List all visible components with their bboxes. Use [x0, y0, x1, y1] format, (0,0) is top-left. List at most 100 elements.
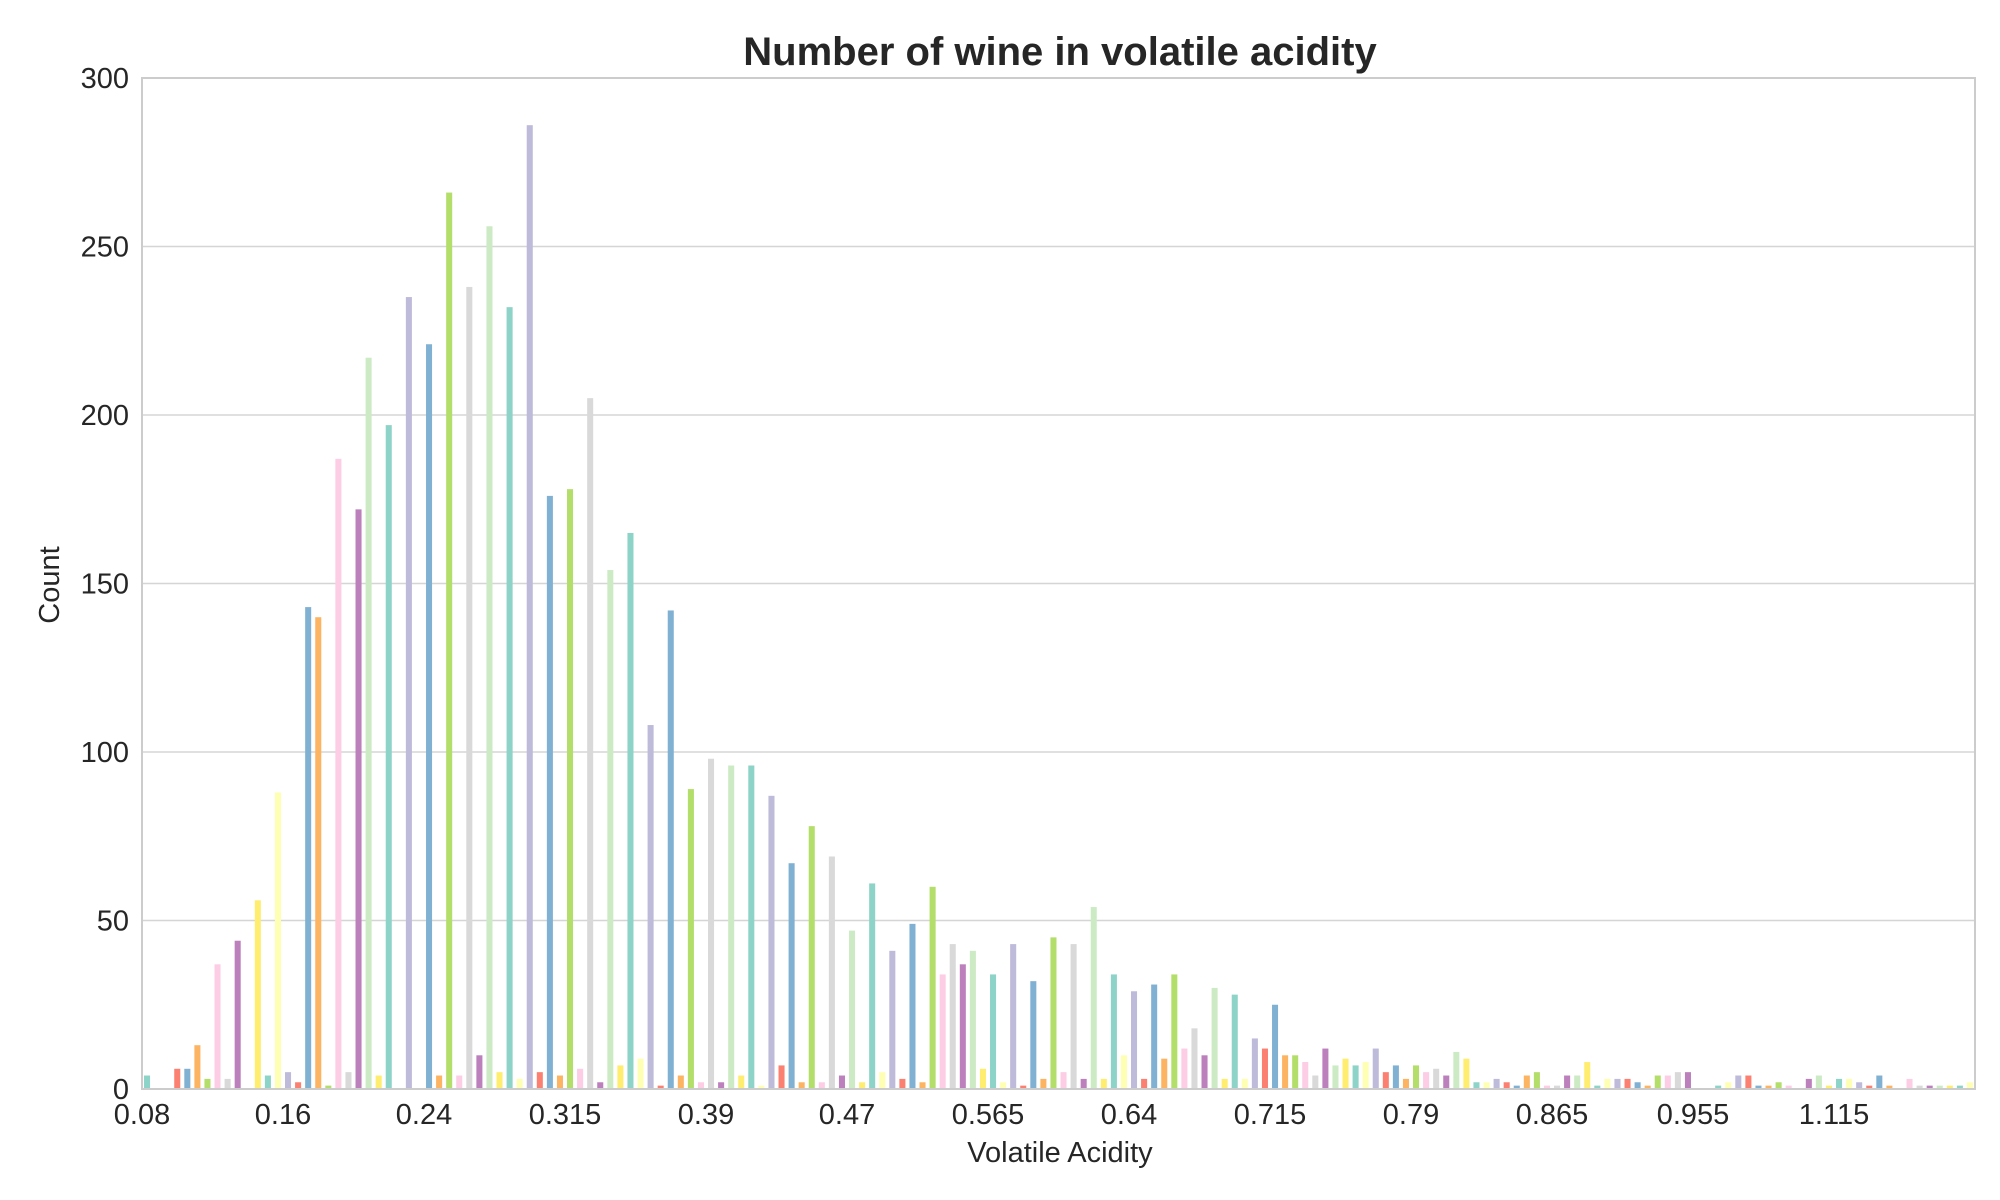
- y-tick-label: 50: [97, 906, 129, 938]
- bar: [1604, 1078, 1611, 1089]
- bar: [194, 1045, 201, 1089]
- bar: [818, 1082, 825, 1089]
- bar: [1362, 1062, 1369, 1089]
- bar: [405, 297, 412, 1089]
- bar: [365, 357, 372, 1090]
- x-axis-label: Volatile Acidity: [967, 1137, 1153, 1169]
- bar: [1453, 1051, 1460, 1089]
- bar: [758, 1085, 765, 1089]
- x-tick-label: 0.47: [819, 1099, 875, 1131]
- x-tick-label: 0.39: [678, 1099, 734, 1131]
- y-tick-label: 100: [81, 737, 129, 769]
- bar: [1060, 1072, 1067, 1089]
- bar: [1282, 1055, 1289, 1089]
- bar: [849, 930, 856, 1089]
- bar: [446, 192, 453, 1089]
- bar: [1836, 1078, 1843, 1089]
- bar: [436, 1075, 443, 1089]
- bar: [1402, 1078, 1409, 1089]
- bar: [1906, 1078, 1913, 1089]
- bar: [979, 1068, 986, 1089]
- bar: [687, 789, 694, 1089]
- bar: [708, 758, 715, 1089]
- bar: [1332, 1065, 1339, 1089]
- y-axis-label: Count: [34, 546, 66, 623]
- bar: [1070, 944, 1077, 1089]
- bar: [899, 1078, 906, 1089]
- bar: [1352, 1065, 1359, 1089]
- bar: [1876, 1075, 1883, 1089]
- x-tick-label: 0.79: [1383, 1099, 1439, 1131]
- bar: [1644, 1085, 1651, 1089]
- bar: [234, 940, 241, 1089]
- bar: [909, 923, 916, 1089]
- bar: [587, 398, 594, 1089]
- bar: [1926, 1085, 1933, 1089]
- bar: [1745, 1075, 1752, 1089]
- bar: [1513, 1085, 1520, 1089]
- bar: [1433, 1068, 1440, 1089]
- bar: [1564, 1075, 1571, 1089]
- bar: [1584, 1062, 1591, 1089]
- y-tick-label: 300: [81, 63, 129, 95]
- bar: [798, 1082, 805, 1089]
- x-tick-label: 0.64: [1101, 1099, 1157, 1131]
- bar: [738, 1075, 745, 1089]
- bar: [1916, 1085, 1923, 1089]
- bar: [869, 883, 876, 1089]
- bar: [1614, 1078, 1621, 1089]
- bar: [274, 792, 281, 1089]
- bar: [385, 425, 392, 1089]
- bar: [1755, 1085, 1762, 1089]
- bar: [1382, 1072, 1389, 1089]
- bar: [1120, 1055, 1127, 1089]
- bar: [325, 1085, 332, 1089]
- bar: [1312, 1075, 1319, 1089]
- bar: [1372, 1048, 1379, 1089]
- bar: [305, 607, 312, 1089]
- bar: [1231, 994, 1238, 1089]
- bar: [375, 1075, 382, 1089]
- bar: [1261, 1048, 1268, 1089]
- bar: [1090, 907, 1097, 1089]
- bar: [506, 307, 513, 1089]
- bar: [496, 1072, 503, 1089]
- bar: [718, 1082, 725, 1089]
- bar: [214, 964, 221, 1089]
- bar: [1936, 1085, 1943, 1089]
- bar: [1131, 991, 1138, 1089]
- x-tick-label: 0.715: [1234, 1099, 1307, 1131]
- bar: [526, 125, 533, 1090]
- bar: [486, 226, 493, 1089]
- x-tick-label: 0.315: [529, 1099, 602, 1131]
- bar: [536, 1072, 543, 1089]
- bar: [1503, 1082, 1510, 1089]
- y-tick-label: 0: [113, 1074, 129, 1106]
- bar: [788, 863, 795, 1089]
- bar: [1966, 1082, 1973, 1089]
- bar: [1674, 1072, 1681, 1089]
- bar: [1141, 1078, 1148, 1089]
- plot-frame: [141, 77, 1976, 1090]
- bar: [1342, 1058, 1349, 1089]
- bar: [1956, 1085, 1963, 1089]
- bar: [567, 489, 574, 1089]
- bar: [1735, 1075, 1742, 1089]
- x-tick-labels: 0.08 0.16 0.24 0.315 0.39 0.47 0.565 0.64 0.715 0…: [114, 1099, 1869, 1131]
- bar: [1020, 1085, 1027, 1089]
- x-tick-label: 0.565: [952, 1099, 1025, 1131]
- bar: [1161, 1058, 1168, 1089]
- bar: [426, 344, 433, 1090]
- bar: [1272, 1004, 1279, 1089]
- bar: [959, 964, 966, 1089]
- bar: [1866, 1085, 1873, 1089]
- bar: [647, 725, 654, 1089]
- bar: [1664, 1075, 1671, 1089]
- bar: [1785, 1085, 1792, 1089]
- bar: [1241, 1078, 1248, 1089]
- bar: [174, 1068, 181, 1089]
- bar: [1100, 1078, 1107, 1089]
- bar: [1302, 1062, 1309, 1089]
- bar: [929, 886, 936, 1089]
